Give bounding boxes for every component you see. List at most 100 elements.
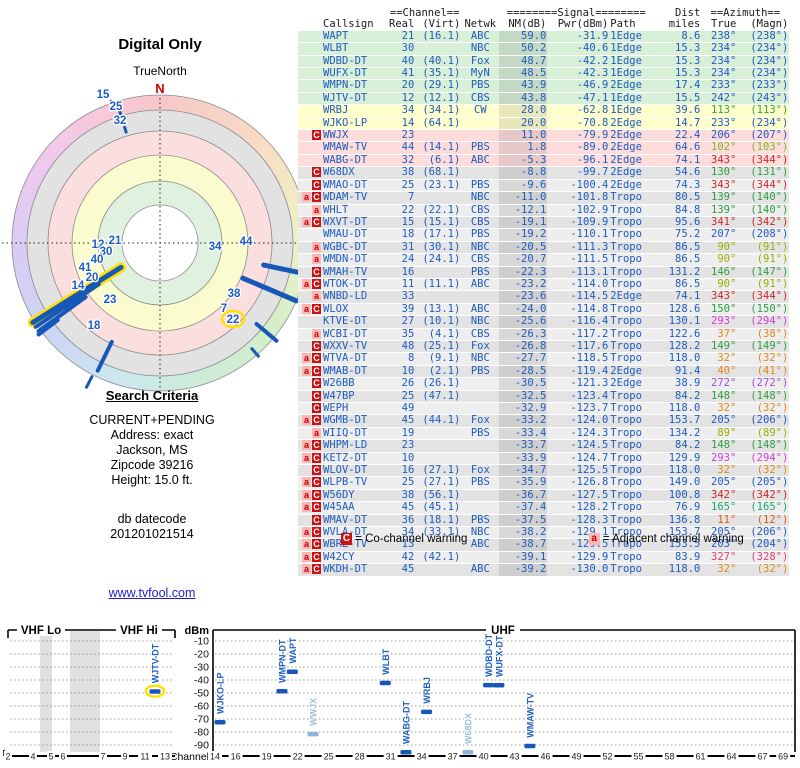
azimuth-true-cell: 341° <box>711 216 737 228</box>
spectrum-chart: -10-20-30-40-50-60-70-80-90 VHF Lo VHF Hi U… <box>3 623 796 763</box>
azimuth-magn-cell: (344°) <box>750 179 789 191</box>
table-row: a C WTVA-DT 8 (9.1) NBC -27.7 -118.5 Tropo 118.0 3… <box>298 352 790 366</box>
azimuth-true-cell: 205° <box>711 414 737 427</box>
channel-tick-label: 19 <box>262 752 272 762</box>
callsign-cell: WDAM-TV <box>323 191 368 204</box>
co-channel-icon: C <box>312 465 321 476</box>
azimuth-true-cell: 272° <box>711 377 737 390</box>
adjacent-channel-icon: a <box>312 427 321 438</box>
network-cell: ABC <box>470 30 490 42</box>
azimuth-true-cell: 203° <box>711 538 737 551</box>
virtual-channel-cell <box>415 192 461 204</box>
signal-bar-callsign-label: WJKO-LP <box>216 673 226 715</box>
table-group-header-row: ==Channel== ========Signal======== Dist … <box>298 8 789 19</box>
virtual-channel-cell: (35.1) <box>422 67 461 80</box>
signal-bar <box>307 731 319 737</box>
network-cell <box>461 452 499 464</box>
callsign-cell: KTVE-DT <box>323 315 368 328</box>
network-cell: PBS <box>470 228 490 241</box>
virtual-channel-cell: (44.1) <box>422 414 461 427</box>
azimuth-true-cell: 233° <box>711 79 737 92</box>
signal-bar <box>400 750 412 755</box>
co-channel-icon: C <box>312 130 321 141</box>
tvfool-link[interactable]: www.tvfool.com <box>108 586 196 600</box>
azimuth-true-cell: 242° <box>711 92 737 104</box>
network-cell: PBS <box>470 79 490 92</box>
callsign-cell: WIIQ-DT <box>323 427 368 439</box>
table-row: a WGBC-DT 31 (30.1) NBC -20.5 -111.3 Tropo 86.5 9… <box>298 241 790 254</box>
signal-spoke <box>123 125 128 134</box>
path-cell: Tropo <box>610 352 642 365</box>
channel-tick-label: 22 <box>293 752 303 762</box>
distance-cell: 153.7 <box>668 414 701 427</box>
table-row: WDBD-DT 40 (40.1) Fox 48.7 -42.2 1Edge 15.3 234°… <box>298 55 790 68</box>
uhf-label: UHF <box>491 625 515 637</box>
adjacent-channel-icon: a <box>302 365 311 376</box>
nm-db-cell: 28.0 <box>499 104 548 118</box>
nm-db-cell: -20.7 <box>499 253 548 267</box>
virtual-channel-cell: (40.1) <box>422 55 461 67</box>
channel-tick-label: 37 <box>448 752 458 762</box>
path-cell: Tropo <box>610 563 642 576</box>
label-backing <box>121 751 129 761</box>
virtual-channel-cell: (11.1) <box>422 278 461 290</box>
azimuth-true-cell: 148° <box>711 439 737 452</box>
signal-bar <box>524 743 536 749</box>
virtual-channel-cell <box>415 440 461 452</box>
channel-tick-label: 11 <box>140 752 149 762</box>
label-backing <box>47 751 55 761</box>
dbm-tick-label: -60 <box>194 701 209 713</box>
col-header-nm: NM(dB) <box>508 19 547 31</box>
polar-channel-label: 41 <box>79 262 92 274</box>
vhf-lo-label: VHF Lo <box>21 625 61 637</box>
table-row: C WMAV-DT 36 (18.1) PBS -37.5 -128.3 Tropo 136.8… <box>298 514 790 527</box>
real-channel-cell: 39 <box>401 303 415 315</box>
callsign-cell: WCBI-DT <box>323 328 368 340</box>
power-dbm-cell: -47.1 <box>576 92 609 104</box>
dbm-tick-label: -70 <box>194 714 209 726</box>
adjacent-channel-icon: a <box>312 241 321 252</box>
label-backing <box>59 751 67 761</box>
azimuth-true-cell: 32° <box>717 402 737 414</box>
signal-bar-callsign-label: WAPT <box>288 637 298 664</box>
db-datecode-label: db datecode <box>117 512 187 526</box>
callsign-cell: WGBC-DT <box>323 241 368 253</box>
table-row: C W47BP 25 (47.1) -32.5 -123.4 Tropo 84.2 148° (1… <box>298 390 790 403</box>
real-channel-cell: 34 <box>401 104 415 117</box>
azimuth-true-cell: 234° <box>711 55 737 67</box>
real-channel-cell: 25 <box>401 390 415 402</box>
distance-cell: 122.6 <box>668 328 701 340</box>
power-dbm-cell: -127.5 <box>570 489 609 501</box>
polar-channel-label: 23 <box>104 294 117 306</box>
col-header-real: Real <box>389 19 415 31</box>
label-backing <box>352 751 367 761</box>
callsign-cell: WMDN-DT <box>323 253 368 266</box>
table-row: WUFX-DT 41 (35.1) MyN 48.5 -42.3 1Edge 15.3 234°… <box>298 67 790 80</box>
distance-cell: 86.5 <box>675 278 701 290</box>
distance-cell: 15.3 <box>675 42 701 55</box>
power-dbm-cell: -128.3 <box>570 514 609 526</box>
adjacent-channel-icon: a <box>302 477 311 488</box>
azimuth-magn-cell: (32°) <box>756 464 789 477</box>
power-dbm-cell: -128.2 <box>570 501 609 514</box>
network-cell: CBS <box>470 204 490 216</box>
callsign-cell: KETZ-DT <box>323 452 368 464</box>
azimuth-true-cell: 90° <box>717 253 737 266</box>
path-cell: Tropo <box>610 303 642 315</box>
power-dbm-cell: -118.5 <box>570 352 609 365</box>
callsign-cell: WUFX-DT <box>323 67 368 80</box>
co-channel-icon: C <box>312 452 321 463</box>
co-channel-legend-text: = Co-channel warning <box>355 533 468 546</box>
virtual-channel-cell <box>415 564 461 576</box>
azimuth-true-cell: 327° <box>711 551 737 563</box>
signal-spoke <box>33 282 101 329</box>
table-row: a C KETZ-DT 10 -33.9 -124.7 Tropo 129.9 293° (294… <box>298 452 790 465</box>
virtual-channel-cell <box>415 291 461 303</box>
channel-tick-label: 49 <box>572 752 582 762</box>
network-cell: NBC <box>470 42 490 55</box>
distance-cell: 75.2 <box>675 228 701 241</box>
path-cell: Tropo <box>610 414 642 427</box>
table-row: C W68DX 38 (68.1) -8.8 -99.7 2Edge 54.6 130° (131… <box>298 166 790 180</box>
azimuth-true-cell: 343° <box>711 179 737 191</box>
network-cell: Fox <box>470 464 490 477</box>
